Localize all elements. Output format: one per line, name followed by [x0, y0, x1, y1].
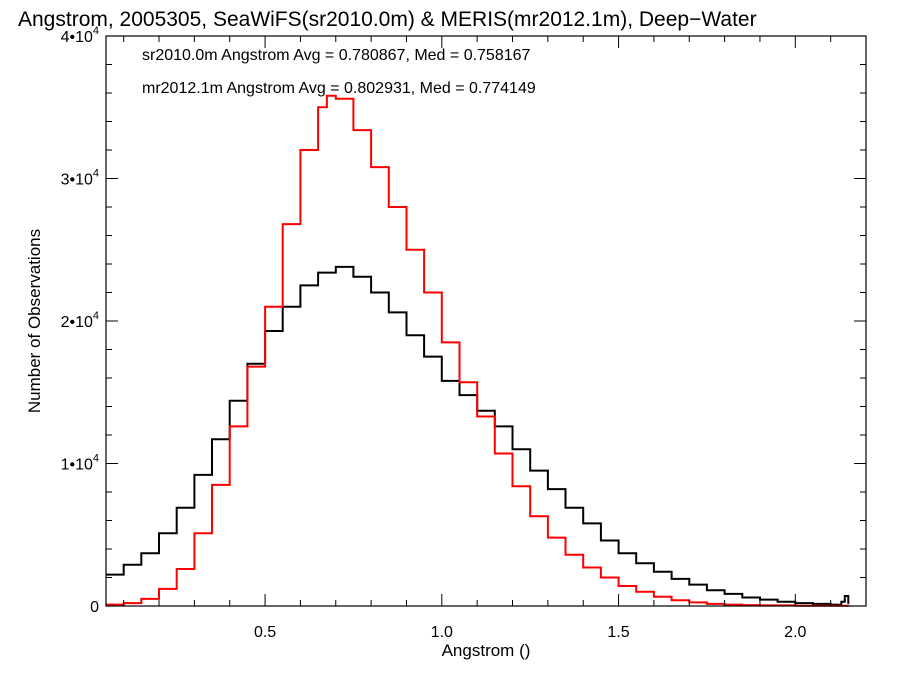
y-tick-label: 4•104	[61, 25, 99, 46]
annotation-mr2012: mr2012.1m Angstrom Avg = 0.802931, Med =…	[142, 80, 536, 97]
series-2-line	[106, 94, 850, 607]
y-tick-label: 2•104	[61, 310, 99, 331]
y-tick-label: 1•104	[61, 453, 99, 474]
annotation-sr2010: sr2010.0m Angstrom Avg = 0.780867, Med =…	[142, 47, 531, 64]
y-tick-label: 3•104	[61, 168, 99, 189]
tick-layer: 0.5 1.0 1.5 2.0 0 1•104 2•104 3•104 4•104	[61, 25, 867, 641]
chart-title: Angstrom, 2005305, SeaWiFS(sr2010.0m) & …	[18, 8, 757, 31]
y-tick-label: 0	[90, 599, 99, 616]
x-tick-label: 0.5	[254, 624, 276, 641]
x-tick-label: 2.0	[784, 624, 806, 641]
x-tick-label: 1.5	[607, 624, 629, 641]
series-layer	[106, 94, 850, 607]
y-axis-label: Number of Observations	[25, 229, 44, 413]
x-tick-label: 1.0	[431, 624, 453, 641]
x-axis-label: Angstrom ()	[442, 641, 531, 660]
